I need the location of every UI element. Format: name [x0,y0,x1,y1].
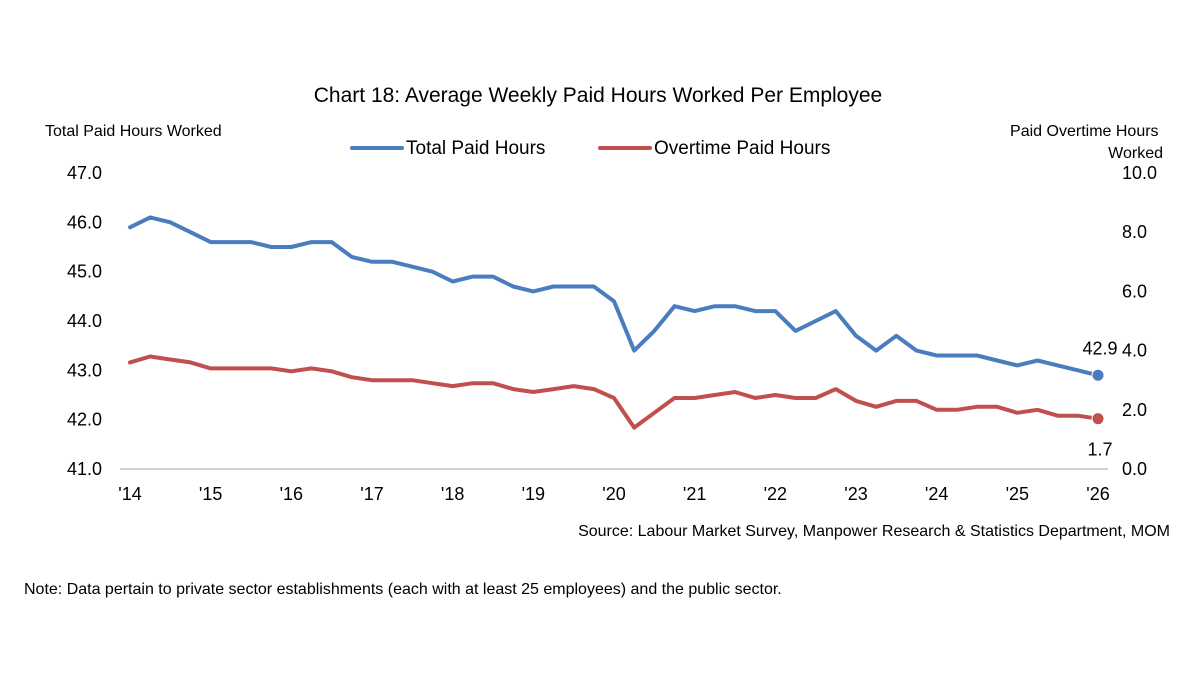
x-tick-label: '16 [280,484,303,504]
x-tick-label: '26 [1086,484,1109,504]
y-right-axis-label-line2: Worked [1108,145,1163,162]
footnote: Note: Data pertain to private sector est… [24,581,782,598]
x-tick-label: '23 [844,484,867,504]
y-left-tick-label: 44.0 [67,311,102,331]
y-left-tick-label: 46.0 [67,212,102,232]
total-paid-hours-point [1091,368,1105,382]
y-left-tick-label: 41.0 [67,459,102,479]
x-tick-label: '14 [118,484,141,504]
series-lines [128,215,1105,430]
x-tick-label: '19 [522,484,545,504]
end-labels: 42.9 1.7 [1082,338,1117,459]
chart-title: Chart 18: Average Weekly Paid Hours Work… [314,84,882,107]
y-right-axis-label: Paid Overtime Hours Worked [1010,123,1163,162]
x-tick-label: '15 [199,484,222,504]
y-left-ticks: 47.0 46.0 45.0 44.0 43.0 42.0 41.0 [67,163,102,479]
y-right-tick-label: 4.0 [1122,341,1147,361]
y-left-tick-label: 43.0 [67,360,102,380]
x-tick-label: '25 [1006,484,1029,504]
y-right-axis-label-line1: Paid Overtime Hours [1010,123,1159,140]
x-tick-label: '21 [683,484,706,504]
overtime-paid-hours-point [1091,412,1105,426]
x-tick-label: '17 [360,484,383,504]
x-tick-label: '24 [925,484,948,504]
y-left-tick-label: 47.0 [67,163,102,183]
y-right-tick-label: 10.0 [1122,163,1157,183]
legend: Total Paid Hours Overtime Paid Hours [350,138,830,159]
y-right-tick-label: 2.0 [1122,400,1147,420]
x-tick-label: '22 [764,484,787,504]
overtime-paid-hours-end-label: 1.7 [1087,440,1112,460]
y-left-tick-label: 45.0 [67,262,102,282]
source-note: Source: Labour Market Survey, Manpower R… [578,523,1170,540]
y-right-ticks: 10.0 8.0 6.0 4.0 2.0 0.0 [1122,163,1157,479]
overtime-paid-hours-line [128,354,1100,430]
y-right-tick-label: 6.0 [1122,281,1147,301]
x-ticks: '14 '15 '16 '17 '18 '19 '20 '21 '22 '23 '24 '25 '26 [118,484,1109,504]
y-left-axis-label: Total Paid Hours Worked [45,123,222,140]
legend-label-overtime: Overtime Paid Hours [654,138,830,159]
total-paid-hours-end-label: 42.9 [1082,338,1117,358]
total-paid-hours-line [128,215,1100,378]
x-tick-label: '20 [602,484,625,504]
y-left-tick-label: 42.0 [67,410,102,430]
y-right-tick-label: 0.0 [1122,459,1147,479]
x-tick-label: '18 [441,484,464,504]
y-right-tick-label: 8.0 [1122,222,1147,242]
legend-label-total: Total Paid Hours [406,138,545,159]
